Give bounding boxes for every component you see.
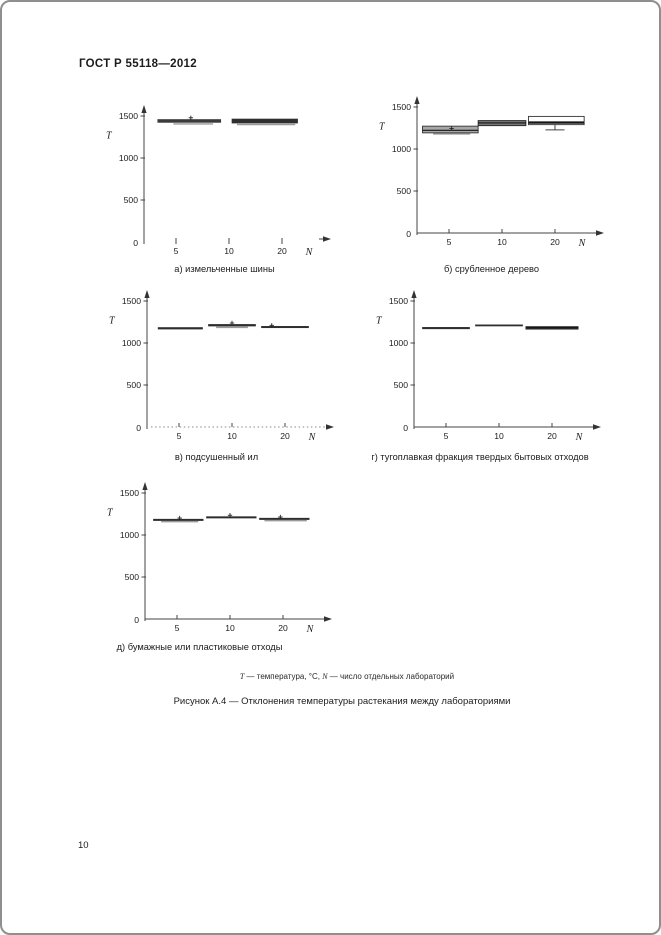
svg-text:1000: 1000 bbox=[119, 153, 138, 163]
chart-caption-v: в) подсушенный ил bbox=[174, 452, 259, 462]
svg-text:T: T bbox=[107, 508, 114, 519]
svg-text:10: 10 bbox=[225, 623, 235, 633]
svg-text:T: T bbox=[376, 316, 383, 327]
footnote-n-symbol: N bbox=[322, 672, 328, 681]
chart-caption-a: а) измельченные шины bbox=[174, 264, 275, 274]
svg-text:T: T bbox=[109, 316, 116, 327]
svg-text:20: 20 bbox=[550, 237, 560, 247]
chart-caption-g: г) тугоплавкая фракция твердых бытовых о… bbox=[371, 452, 589, 462]
svg-text:N: N bbox=[305, 247, 314, 257]
chart-caption-b: б) срубленное дерево bbox=[443, 264, 540, 274]
svg-text:T: T bbox=[106, 131, 113, 142]
svg-text:0: 0 bbox=[136, 423, 141, 433]
svg-text:1000: 1000 bbox=[122, 338, 141, 348]
svg-text:10: 10 bbox=[494, 431, 504, 441]
figure-caption: Рисунок А.4 — Отклонения температуры рас… bbox=[173, 696, 511, 707]
svg-text:10: 10 bbox=[227, 431, 237, 441]
svg-text:1500: 1500 bbox=[389, 296, 408, 306]
svg-text:500: 500 bbox=[397, 186, 412, 196]
svg-text:5: 5 bbox=[175, 623, 180, 633]
chart-g-canvas: 0 500 1000 1500 T 5 10 20 N bbox=[376, 290, 601, 443]
svg-text:1500: 1500 bbox=[392, 102, 411, 112]
svg-text:5: 5 bbox=[447, 237, 452, 247]
svg-text:0: 0 bbox=[133, 238, 138, 248]
chart-a-canvas: 0 500 1000 1500 T 5 10 20 N bbox=[106, 105, 331, 258]
svg-text:0: 0 bbox=[134, 615, 139, 625]
page-number: 10 bbox=[78, 840, 89, 851]
svg-text:N: N bbox=[308, 432, 317, 442]
svg-text:20: 20 bbox=[277, 246, 287, 256]
chart-d-canvas: 0 500 1000 1500 T 5 10 20 N bbox=[107, 482, 332, 635]
document-header: ГОСТ Р 55118—2012 bbox=[79, 58, 197, 70]
chart-paper-plastic-waste: 0 500 1000 1500 T 5 10 20 N bbox=[95, 479, 345, 635]
chart-shredded-tires: 0 500 1000 1500 T 5 10 20 N bbox=[94, 102, 344, 258]
svg-text:1000: 1000 bbox=[120, 530, 139, 540]
svg-text:500: 500 bbox=[124, 195, 139, 205]
svg-text:500: 500 bbox=[125, 572, 140, 582]
svg-text:500: 500 bbox=[127, 380, 142, 390]
svg-text:5: 5 bbox=[174, 246, 179, 256]
chart-caption-d: д) бумажные или пластиковые отходы bbox=[116, 642, 283, 652]
svg-text:1500: 1500 bbox=[120, 488, 139, 498]
svg-text:20: 20 bbox=[280, 431, 290, 441]
svg-text:N: N bbox=[578, 238, 587, 248]
svg-text:10: 10 bbox=[497, 237, 507, 247]
svg-text:1000: 1000 bbox=[389, 338, 408, 348]
svg-text:1500: 1500 bbox=[122, 296, 141, 306]
svg-text:N: N bbox=[306, 624, 315, 634]
footnote-t-symbol: Т bbox=[239, 672, 245, 681]
chart-v-canvas: 0 500 1000 1500 T 5 10 20 N bbox=[109, 290, 334, 443]
svg-text:5: 5 bbox=[444, 431, 449, 441]
svg-text:5: 5 bbox=[177, 431, 182, 441]
svg-text:0: 0 bbox=[403, 423, 408, 433]
svg-text:10: 10 bbox=[224, 246, 234, 256]
chart-refractory-fraction: 0 500 1000 1500 T 5 10 20 N bbox=[364, 287, 614, 443]
footnote-t-text: — температура, °С, bbox=[244, 672, 323, 681]
svg-text:0: 0 bbox=[406, 229, 411, 239]
chart-felled-wood: 0 500 1000 1500 T 5 10 20 N bbox=[367, 93, 617, 249]
footnote-n-text: — число отдельных лабораторий bbox=[327, 672, 455, 681]
svg-text:500: 500 bbox=[394, 380, 409, 390]
svg-text:20: 20 bbox=[547, 431, 557, 441]
chart-dried-sludge: 0 500 1000 1500 T 5 10 20 N bbox=[97, 287, 347, 443]
chart-b-canvas: 0 500 1000 1500 T 5 10 20 N bbox=[379, 96, 604, 249]
svg-text:20: 20 bbox=[278, 623, 288, 633]
svg-text:T: T bbox=[379, 122, 386, 133]
svg-text:1500: 1500 bbox=[119, 111, 138, 121]
legend-footnote: Т — температура, °С, N — число отдельных… bbox=[132, 672, 562, 681]
svg-text:N: N bbox=[575, 432, 584, 442]
svg-text:1000: 1000 bbox=[392, 144, 411, 154]
